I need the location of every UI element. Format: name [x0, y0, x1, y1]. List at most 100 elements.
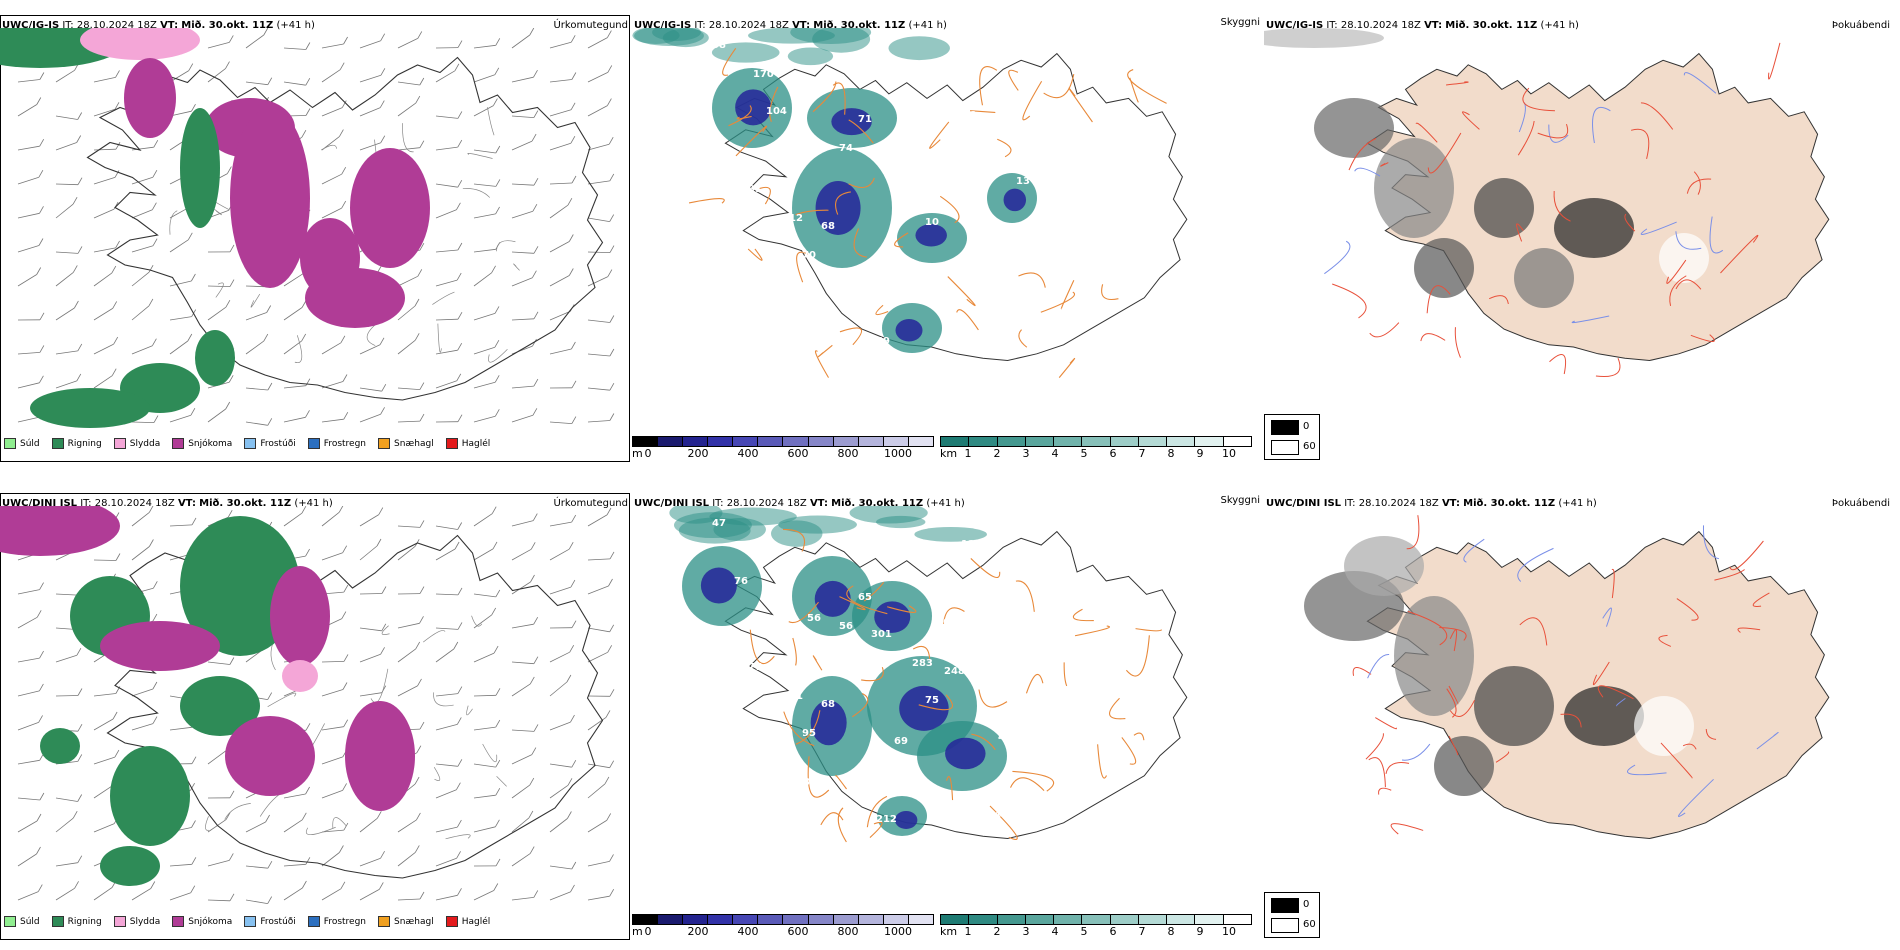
it-value: 28.10.2024 18Z — [94, 498, 175, 509]
visibility-unit: km — [940, 447, 958, 460]
visibility-value-label: 110 — [944, 188, 965, 199]
panel-frame — [0, 15, 630, 462]
visibility-value-label: 208 — [962, 588, 983, 599]
height-tick-label: 1000 — [884, 925, 912, 938]
visibility-value-label: 71 — [820, 650, 834, 661]
visibility-tick-label: 8 — [1167, 447, 1175, 460]
panel-header: UWC/DINI ISL IT: 28.10.2024 18Z VT: Mið.… — [2, 498, 333, 509]
it-label: IT: — [62, 20, 74, 31]
it-value: 28.10.2024 18Z — [726, 498, 807, 509]
visibility-value-label: 301 — [871, 629, 892, 640]
visibility-map: 47 15 65 301 248 353 338 81 212 59 208 86 77 68 69 83 14… — [669, 506, 1188, 843]
visibility-value-label: 91 — [748, 184, 762, 195]
lead-time: (+41 h) — [908, 20, 947, 31]
visibility-tick-label: 2 — [993, 925, 1001, 938]
it-value: 28.10.2024 18Z — [1358, 498, 1439, 509]
precip-legend-label: Snæhagl — [394, 438, 434, 449]
precip-legend-label: Frostúði — [260, 916, 296, 927]
it-label: IT: — [1344, 498, 1356, 509]
visibility-tick-label: 4 — [1051, 447, 1059, 460]
visibility-panel: UWC/DINI ISL IT: 28.10.2024 18Z VT: Mið.… — [632, 478, 1264, 948]
fog-legend: 0 60 — [1264, 892, 1320, 938]
visibility-value-label: 82 — [803, 299, 817, 310]
visibility-tick-label: 9 — [1196, 925, 1204, 938]
height-tick-label: 200 — [687, 925, 709, 938]
precip-legend-item: Súld — [4, 438, 40, 449]
fog-legend-label-60: 60 — [1303, 919, 1316, 930]
precip-legend-item: Frostregn — [307, 438, 367, 449]
precip-legend-swatch — [244, 438, 257, 449]
precip-legend-label: Haglél — [461, 438, 491, 449]
visibility-tick-label: 3 — [1022, 925, 1030, 938]
precip-legend-item: Haglél — [445, 438, 491, 449]
visibility-value-label: 207 — [1016, 654, 1037, 665]
vt-value: Mið. 30.okt. 11Z — [813, 20, 906, 31]
visibility-value-label: 366 — [894, 258, 915, 269]
visibility-tick-label: 1 — [964, 925, 972, 938]
precip-legend-item: Rigning — [51, 916, 102, 927]
visibility-value-label: 95 — [802, 728, 816, 739]
vt-value: Mið. 30.okt. 11Z — [199, 498, 292, 509]
height-colorbar: m 0 200 400 600 800 1000 — [632, 914, 942, 938]
visibility-value-label: 15 — [785, 555, 799, 566]
visibility-tick-label: 5 — [1080, 447, 1088, 460]
visibility-value-label: 338 — [730, 740, 751, 751]
visibility-tick-label: 1 — [964, 447, 972, 460]
visibility-value-label: 318 — [857, 543, 878, 554]
wind-barbs — [17, 506, 615, 904]
precip-legend-item: Snjókoma — [172, 916, 232, 927]
height-unit: m — [632, 925, 643, 938]
precip-legend-swatch — [378, 916, 391, 927]
model-row-igis: UWC/IG-IS IT: 28.10.2024 18Z VT: Mið. 30… — [0, 0, 1900, 470]
precip-legend-label: Rigning — [67, 438, 102, 449]
height-tick-label: 800 — [837, 447, 859, 460]
precip-legend: Súld Rigning Slydda Snjókoma Frostúði Frostre… — [4, 916, 496, 927]
visibility-value-label: 75 — [980, 332, 994, 343]
precip-legend-item: Snjókoma — [172, 438, 232, 449]
precip-map — [0, 506, 615, 904]
lead-time: (+41 h) — [1558, 498, 1597, 509]
vt-label: VT: — [177, 498, 196, 509]
visibility-value-label: 53 — [998, 254, 1012, 265]
it-label: IT: — [694, 20, 706, 31]
visibility-tick-label: 4 — [1051, 925, 1059, 938]
lead-time: (+41 h) — [276, 20, 315, 31]
vt-value: Mið. 30.okt. 11Z — [181, 20, 274, 31]
precip-legend-label: Rigning — [67, 916, 102, 927]
visibility-tick-label: 7 — [1138, 925, 1146, 938]
precip-legend-item: Frostúði — [244, 916, 296, 927]
visibility-value-label: 144 — [980, 810, 1001, 821]
precip-legend-label: Frostregn — [323, 438, 367, 449]
it-value: 28.10.2024 18Z — [1340, 20, 1421, 31]
visibility-value-label: 124 — [961, 539, 982, 550]
vt-label: VT: — [1441, 498, 1460, 509]
panel-header: UWC/IG-IS IT: 28.10.2024 18Z VT: Mið. 30… — [2, 20, 315, 31]
vt-label: VT: — [160, 20, 179, 31]
fog-panel-title: Þokuábendi — [1831, 20, 1890, 31]
visibility-tick-label: 3 — [1022, 447, 1030, 460]
visibility-colorbar: km 1 2 3 4 5 6 7 8 9 10 — [940, 914, 1262, 938]
visibility-value-label: 855 — [930, 580, 951, 591]
visibility-value-label: 69 — [871, 151, 885, 162]
visibility-map: 58 510 71 69 110 57 48 82 69 31 66 539 91 68 366 12 75 17… — [632, 28, 1188, 378]
height-tick-label: 800 — [837, 925, 859, 938]
visibility-value-label: 58 — [857, 65, 871, 76]
visibility-value-label: 248 — [944, 666, 965, 677]
precip-legend-label: Snæhagl — [394, 916, 434, 927]
visibility-tick-label: 8 — [1167, 925, 1175, 938]
fog-indicator-panel: UWC/DINI ISL IT: 28.10.2024 18Z VT: Mið.… — [1264, 478, 1900, 948]
visibility-value-label: 104 — [766, 106, 787, 117]
precip-legend-label: Haglél — [461, 916, 491, 927]
height-tick-label: 200 — [687, 447, 709, 460]
fog-map — [1304, 515, 1830, 840]
visibility-value-label: 86 — [1035, 625, 1049, 636]
fog-legend: 0 60 — [1264, 414, 1320, 460]
fog-legend-label-0: 0 — [1303, 899, 1310, 910]
precip-legend: Súld Rigning Slydda Snjókoma Frostúði Frostre… — [4, 438, 496, 449]
visibility-value-label: 66 — [962, 110, 976, 121]
height-unit: m — [632, 447, 643, 460]
precip-legend-swatch — [51, 916, 64, 927]
visibility-value-label: 614 — [943, 617, 964, 628]
fog-map — [1264, 28, 1830, 378]
fog-legend-swatch-0 — [1271, 420, 1299, 435]
